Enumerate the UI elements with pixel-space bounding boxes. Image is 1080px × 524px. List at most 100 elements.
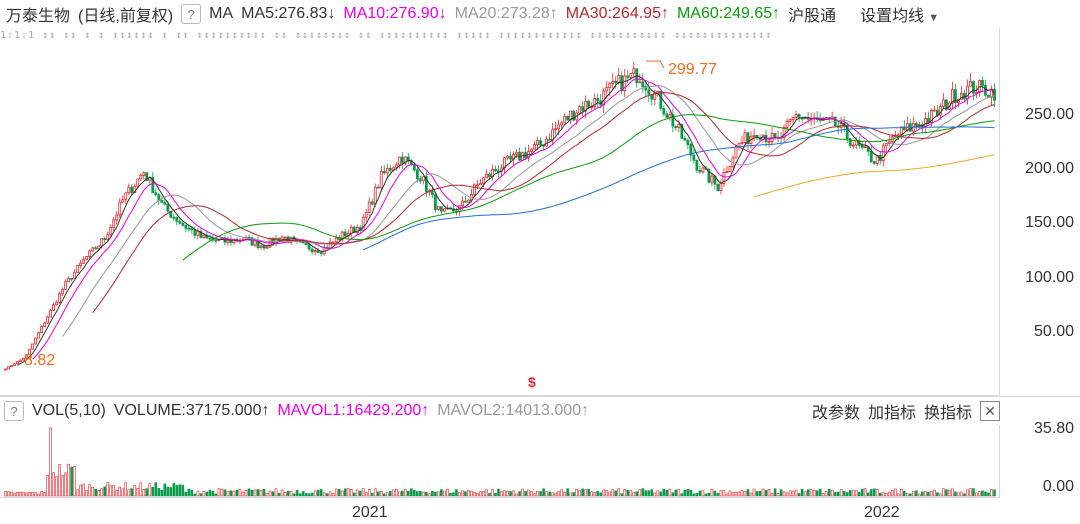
- candle-body: [659, 90, 663, 109]
- volume-bar: [187, 488, 191, 497]
- candle-body: [394, 164, 398, 169]
- candle-body: [752, 135, 756, 137]
- up-arrow-icon: ↑: [549, 5, 558, 22]
- volume-bar: [181, 484, 185, 497]
- candle-body: [860, 144, 864, 148]
- candle-body: [193, 229, 197, 236]
- volume-bar: [782, 491, 786, 497]
- volume-bar: [839, 489, 843, 497]
- volume-bar: [533, 493, 536, 497]
- event-marker[interactable]: $: [528, 374, 536, 390]
- candle-body: [70, 277, 74, 280]
- modify-params-button[interactable]: 改参数: [811, 405, 860, 422]
- price-tick-label: 100.00: [1025, 269, 1074, 286]
- help-icon[interactable]: ?: [4, 401, 24, 421]
- candle-body: [190, 228, 194, 231]
- candle-body: [662, 108, 666, 115]
- volume-bar: [674, 489, 678, 497]
- high-marker-line: [646, 60, 665, 69]
- candle-body: [485, 173, 488, 179]
- candle-body: [58, 293, 62, 303]
- candle-body: [436, 206, 440, 210]
- candle-body: [418, 178, 422, 182]
- volume-bar: [226, 490, 230, 497]
- candle-body: [557, 124, 561, 130]
- volume-bar: [211, 490, 215, 497]
- up-arrow-icon: ↑: [772, 5, 781, 22]
- switch-indicator-button[interactable]: 换指标: [923, 405, 972, 422]
- help-icon[interactable]: ?: [181, 4, 202, 24]
- candle-body: [929, 110, 933, 123]
- volume-bar: [49, 427, 52, 497]
- volume-bar: [662, 488, 666, 497]
- volume-bar: [800, 488, 804, 497]
- volume-bar: [896, 493, 900, 497]
- settings-ma-button[interactable]: 设置均线 ▼: [860, 8, 940, 25]
- candle-body: [253, 240, 257, 246]
- volume-bar: [915, 490, 918, 497]
- candle-body: [328, 241, 332, 249]
- volume-bar: [530, 490, 533, 497]
- candle-body: [960, 93, 963, 100]
- volume-bar: [223, 489, 227, 497]
- candle-body: [175, 217, 179, 222]
- volume-bar: [400, 490, 404, 497]
- volume-bar: [845, 492, 849, 497]
- volume-bar: [331, 493, 335, 497]
- volume-bar: [88, 484, 91, 497]
- candle-body: [791, 116, 795, 120]
- candle-body: [40, 326, 43, 334]
- up-arrow-icon: ↑: [660, 5, 669, 22]
- volume-bar: [31, 491, 34, 497]
- close-icon[interactable]: ✕: [980, 401, 1000, 421]
- volume-bar: [64, 472, 67, 497]
- volume-bar: [749, 492, 753, 497]
- hsgt-label[interactable]: 沪股通: [788, 8, 837, 25]
- volume-bar: [881, 492, 885, 497]
- volume-bar: [241, 491, 245, 497]
- candle-body: [304, 242, 308, 246]
- volume-bar: [554, 493, 557, 497]
- add-indicator-button[interactable]: 加指标: [867, 405, 916, 422]
- candle-body: [728, 166, 732, 173]
- volume-bar: [340, 490, 344, 497]
- volume-bar: [157, 488, 161, 497]
- candle-body: [632, 68, 636, 74]
- volume-bar: [584, 489, 587, 497]
- volume-bar: [103, 486, 107, 497]
- volume-chart-area[interactable]: [0, 425, 1000, 498]
- volume-bar: [614, 490, 618, 497]
- volume-bar: [710, 488, 714, 497]
- candle-body: [647, 89, 651, 95]
- volume-bar: [217, 488, 221, 497]
- candle-body: [4, 368, 7, 371]
- volume-bar: [536, 491, 539, 497]
- caret-down-icon: ▼: [928, 12, 940, 24]
- volume-bar: [52, 472, 55, 497]
- volume-bar: [854, 490, 858, 497]
- volume-bar: [572, 492, 575, 497]
- volume-bar: [797, 493, 801, 497]
- volume-bar: [289, 491, 293, 497]
- candle-body: [698, 169, 702, 173]
- up-arrow-icon: ↑: [261, 402, 270, 419]
- volume-bar: [524, 491, 527, 497]
- volume-tick-label: 35.80: [1033, 420, 1074, 437]
- volume-bar: [794, 489, 798, 497]
- volume-bar: [575, 488, 578, 497]
- price-chart-area[interactable]: [0, 28, 1000, 396]
- up-arrow-icon: ↑: [581, 402, 590, 419]
- candle-body: [506, 155, 509, 159]
- volume-bar: [773, 488, 777, 497]
- volume-bar: [566, 488, 569, 497]
- volume-bar: [548, 491, 551, 497]
- candle-body: [668, 114, 672, 118]
- candle-body: [851, 144, 855, 147]
- pane-divider[interactable]: [0, 396, 1080, 397]
- candle-body: [521, 152, 524, 161]
- volume-bar: [680, 493, 684, 497]
- volume-bar: [22, 491, 25, 497]
- volume-bar: [373, 488, 377, 497]
- ma20-line: [62, 85, 995, 337]
- candle-body: [79, 262, 83, 267]
